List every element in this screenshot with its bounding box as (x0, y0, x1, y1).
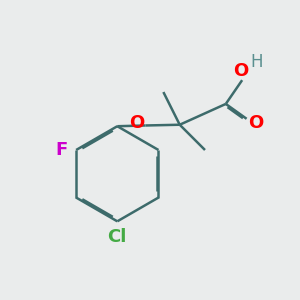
Text: O: O (233, 61, 248, 80)
Text: H: H (250, 53, 263, 71)
Text: O: O (248, 114, 264, 132)
Text: F: F (55, 141, 68, 159)
Text: O: O (130, 114, 145, 132)
Text: Cl: Cl (108, 228, 127, 246)
